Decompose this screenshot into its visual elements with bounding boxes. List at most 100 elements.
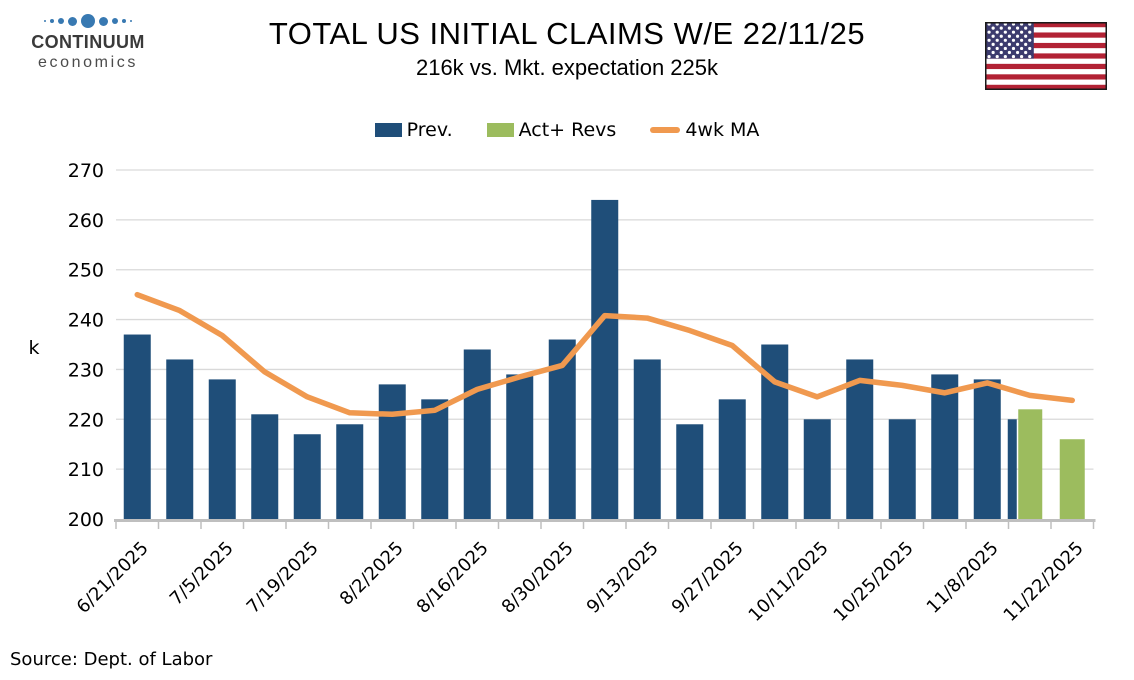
logo-tagline: economics	[38, 54, 138, 71]
title-block: TOTAL US INITIAL CLAIMS W/E 22/11/25 216…	[0, 16, 1134, 81]
svg-text:7/5/2025: 7/5/2025	[166, 538, 238, 610]
flag-stripe	[985, 37, 1107, 44]
svg-text:240: 240	[68, 310, 104, 332]
svg-text:11/8/2025: 11/8/2025	[923, 538, 1003, 618]
logo-dot	[122, 19, 126, 23]
svg-text:9/27/2025: 9/27/2025	[668, 538, 748, 618]
bar-prev	[463, 349, 491, 519]
svg-text:8/16/2025: 8/16/2025	[413, 538, 493, 618]
flag-star	[1028, 38, 1032, 42]
legend-swatch-4wk-ma	[650, 127, 681, 133]
bar-prev	[676, 424, 704, 519]
legend-item-4wk-ma: 4wk MA	[650, 119, 759, 141]
flag-star	[1024, 26, 1028, 30]
continuum-logo: CONTINUUM economics	[18, 12, 158, 72]
svg-text:10/25/2025: 10/25/2025	[830, 538, 918, 626]
flag-star	[1015, 42, 1020, 46]
logo-dots-icon	[18, 12, 158, 30]
flag-stripe	[985, 48, 1107, 54]
y-axis-unit: k	[28, 337, 39, 359]
flag-star	[991, 50, 995, 55]
svg-text:10/11/2025: 10/11/2025	[745, 538, 833, 626]
flag-star	[1024, 34, 1028, 38]
flag-star	[1015, 50, 1020, 55]
svg-text:260: 260	[68, 210, 104, 232]
svg-text:6/21/2025: 6/21/2025	[73, 538, 153, 618]
x-axis	[114, 519, 1096, 529]
legend: Prev. Act+ Revs 4wk MA	[0, 119, 1134, 141]
bar-prev	[293, 434, 321, 519]
flag-star	[999, 34, 1003, 38]
flag-star	[1020, 46, 1024, 51]
bar-prev	[718, 399, 746, 519]
ma-line	[134, 291, 1075, 418]
legend-item-act-revs: Act+ Revs	[486, 119, 617, 141]
bar-act-revs	[1059, 439, 1085, 519]
flag-stripe	[985, 53, 1107, 60]
bar-prev	[888, 419, 916, 519]
legend-label-4wk-ma: 4wk MA	[685, 119, 760, 141]
logo-dot	[44, 20, 46, 22]
flag-star	[987, 46, 991, 51]
bar-prev	[931, 374, 959, 519]
bar-prev	[633, 359, 661, 519]
flag-star	[1007, 42, 1011, 46]
flag-star	[987, 54, 991, 59]
bar-prev	[251, 414, 279, 519]
flag-star	[1015, 26, 1020, 30]
flag-star	[1028, 46, 1032, 51]
flag-star	[1011, 46, 1016, 51]
chart-subtitle: 216k vs. Mkt. expectation 225k	[415, 54, 719, 80]
logo-dot	[68, 16, 77, 26]
flag-star	[1015, 34, 1020, 38]
flag-star	[999, 50, 1003, 55]
flag-stripe	[985, 69, 1107, 75]
flag-star	[995, 46, 999, 51]
flag-star	[995, 38, 999, 42]
bar-prev	[591, 199, 619, 519]
svg-text:210: 210	[68, 459, 104, 481]
flag-star	[1011, 30, 1016, 34]
bar-prev	[1007, 419, 1017, 519]
bar-prev	[336, 424, 364, 519]
flag-stripe	[985, 27, 1107, 33]
bars	[123, 199, 1085, 519]
logo-dot	[81, 14, 95, 28]
chart-title: TOTAL US INITIAL CLAIMS W/E 22/11/25	[268, 16, 866, 51]
flag-stripe	[985, 22, 1107, 28]
y-axis-labels: 200 210 220 230 240 250 260 270	[68, 160, 104, 531]
legend-item-prev: Prev.	[374, 119, 453, 141]
bar-prev	[123, 334, 151, 519]
source-note: Source: Dept. of Labor	[10, 649, 213, 670]
flag-star	[1020, 30, 1024, 34]
flag-stripe	[985, 79, 1107, 86]
svg-text:270: 270	[68, 160, 104, 182]
bar-prev	[166, 359, 194, 519]
flag-star	[1028, 54, 1032, 59]
x-axis-labels: 6/21/2025 7/5/2025 7/19/2025 8/2/2025 8/16/2…	[73, 538, 1088, 626]
flag-border	[985, 22, 1107, 90]
flag-stripe	[985, 42, 1107, 49]
flag-stripe	[985, 74, 1107, 80]
flag-star	[1024, 50, 1028, 55]
flag-star	[1020, 54, 1024, 59]
flag-star	[1020, 38, 1024, 42]
flag-star	[1003, 30, 1007, 34]
bar-act-revs	[1018, 409, 1043, 519]
flag-stripe	[985, 63, 1107, 70]
flag-star	[1024, 42, 1028, 46]
svg-text:8/30/2025: 8/30/2025	[498, 538, 578, 618]
svg-text:220: 220	[68, 409, 104, 431]
flag-star	[995, 54, 999, 59]
flag-star	[991, 34, 995, 38]
svg-text:9/13/2025: 9/13/2025	[583, 538, 663, 618]
svg-text:200: 200	[68, 509, 104, 531]
flag-star	[1007, 34, 1011, 38]
flag-star	[987, 30, 991, 34]
legend-label-act-revs: Act+ Revs	[518, 119, 617, 141]
logo-dot	[58, 18, 64, 24]
svg-text:11/22/2025: 11/22/2025	[1000, 538, 1088, 626]
flag-star	[987, 38, 991, 42]
flag-star	[999, 26, 1003, 30]
